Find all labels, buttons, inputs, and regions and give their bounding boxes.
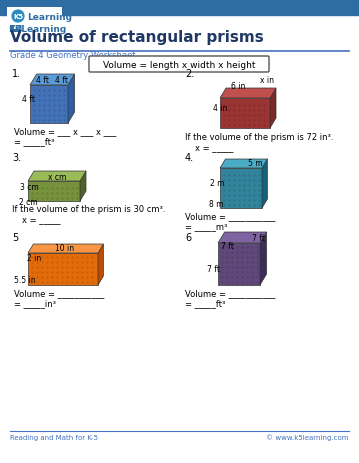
Polygon shape — [260, 232, 267, 285]
Text: = _____ft³: = _____ft³ — [14, 137, 54, 146]
Text: 4.: 4. — [185, 153, 194, 163]
Text: Volume = length x width x height: Volume = length x width x height — [103, 61, 255, 70]
Text: K5: K5 — [13, 14, 23, 20]
Text: Volume = ___________: Volume = ___________ — [185, 288, 275, 297]
Polygon shape — [220, 169, 262, 208]
Text: 2 cm: 2 cm — [19, 198, 38, 206]
Text: 2 in: 2 in — [27, 253, 41, 263]
Polygon shape — [30, 86, 68, 124]
Text: 3 cm: 3 cm — [20, 182, 39, 192]
Polygon shape — [220, 89, 276, 99]
Text: K: K — [12, 21, 19, 31]
Text: 2 m: 2 m — [210, 179, 224, 188]
Text: Volume of rectangular prisms: Volume of rectangular prisms — [10, 30, 264, 45]
Text: 5: 5 — [12, 232, 18, 243]
Text: 2.: 2. — [185, 69, 194, 79]
Text: K5Learning: K5Learning — [8, 25, 66, 34]
Text: 4 ft: 4 ft — [55, 76, 68, 85]
Text: 4 in: 4 in — [213, 104, 227, 113]
Text: 10 in: 10 in — [55, 244, 74, 252]
Text: © www.k5learning.com: © www.k5learning.com — [266, 433, 349, 440]
Text: 5 m: 5 m — [248, 159, 263, 168]
Polygon shape — [68, 75, 75, 124]
Text: 3.: 3. — [12, 153, 21, 163]
Text: = _____in³: = _____in³ — [14, 298, 56, 307]
Polygon shape — [218, 232, 267, 244]
Text: If the volume of the prism is 30 cm³.: If the volume of the prism is 30 cm³. — [12, 205, 165, 213]
Polygon shape — [80, 172, 86, 201]
Text: = _____m³: = _____m³ — [185, 221, 227, 231]
Text: x = _____: x = _____ — [195, 143, 233, 152]
Text: 7 ft: 7 ft — [207, 264, 220, 274]
Polygon shape — [28, 244, 103, 253]
Text: x in: x in — [260, 76, 274, 85]
Polygon shape — [28, 181, 80, 201]
Text: 8 m: 8 m — [209, 200, 224, 208]
Text: 4 ft: 4 ft — [22, 95, 35, 104]
Polygon shape — [28, 172, 86, 181]
Text: Volume = ___________: Volume = ___________ — [14, 288, 104, 297]
Bar — [7, 8, 62, 26]
Text: If the volume of the prism is 72 in³.: If the volume of the prism is 72 in³. — [185, 133, 334, 142]
Polygon shape — [262, 160, 267, 208]
Text: x = _____: x = _____ — [22, 214, 61, 224]
Text: x cm: x cm — [48, 173, 66, 181]
Circle shape — [11, 10, 25, 24]
Text: Learning: Learning — [27, 13, 72, 21]
Polygon shape — [220, 160, 267, 169]
Text: Volume = ___________: Volume = ___________ — [185, 212, 275, 220]
Text: 1.: 1. — [12, 69, 21, 79]
Polygon shape — [218, 244, 260, 285]
Text: = _____ft³: = _____ft³ — [185, 298, 225, 307]
Text: 7 ft: 7 ft — [252, 233, 265, 243]
Text: Grade 4 Geometry Worksheet: Grade 4 Geometry Worksheet — [10, 51, 136, 60]
FancyBboxPatch shape — [89, 57, 269, 73]
Text: Reading and Math for K-5: Reading and Math for K-5 — [10, 434, 98, 440]
Polygon shape — [98, 244, 103, 285]
Text: 6: 6 — [185, 232, 191, 243]
Bar — [0, 0, 359, 16]
Text: 4 ft: 4 ft — [36, 76, 49, 85]
Polygon shape — [30, 75, 75, 86]
Polygon shape — [220, 99, 270, 129]
Polygon shape — [270, 89, 276, 129]
Text: 7 ft: 7 ft — [221, 242, 234, 250]
Polygon shape — [28, 253, 98, 285]
Text: 6 in: 6 in — [231, 82, 245, 91]
Text: Volume = ___ x ___ x ___: Volume = ___ x ___ x ___ — [14, 127, 116, 136]
Text: 5.5 in: 5.5 in — [14, 275, 36, 284]
